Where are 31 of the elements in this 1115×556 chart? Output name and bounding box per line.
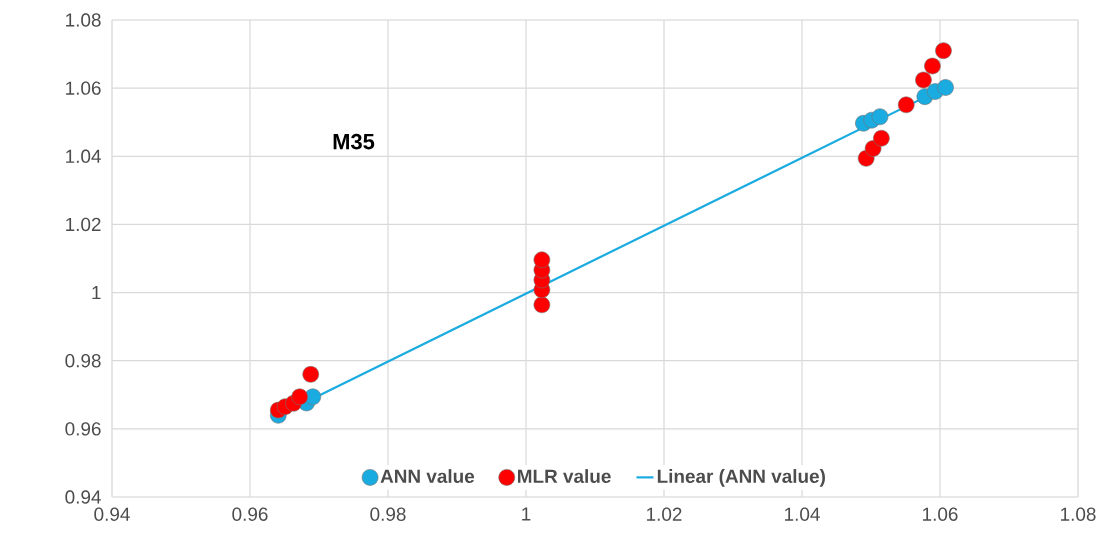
y-tick-label: 0.98 [65,354,101,368]
point [302,366,320,383]
x-tick-label: 1 [522,507,531,521]
y-tick-label: 1.06 [66,81,101,95]
point [291,388,308,406]
point [937,79,954,96]
point [871,108,889,126]
legend-label: MLR value [518,469,611,484]
x-tick-label: 1.04 [785,507,820,521]
y-tick-label: 0.96 [65,422,101,436]
legend-label: Linear (ANN value) [657,469,825,487]
x-tick-label: 0.98 [370,507,406,521]
point [873,129,890,147]
y-tick-label: 1.08 [66,13,101,27]
point [924,57,941,75]
point [533,251,551,269]
x-tick-label: 0.94 [94,507,130,521]
point [935,42,952,59]
point [915,71,932,89]
y-tick-label: 1 [92,286,101,300]
y-tick-label: 1.02 [66,217,101,232]
y-tick-label: 1.04 [66,149,101,163]
x-tick-label: 0.96 [232,507,268,521]
x-tick-label: 1.08 [1061,507,1096,521]
annotation: M35 [333,133,375,150]
point [533,296,551,314]
x-tick-label: 1.02 [647,507,682,521]
y-tick-label: 0.94 [65,490,101,504]
legend-label: ANN value [380,469,475,484]
x-tick-label: 1.06 [923,507,958,521]
point [897,96,915,114]
